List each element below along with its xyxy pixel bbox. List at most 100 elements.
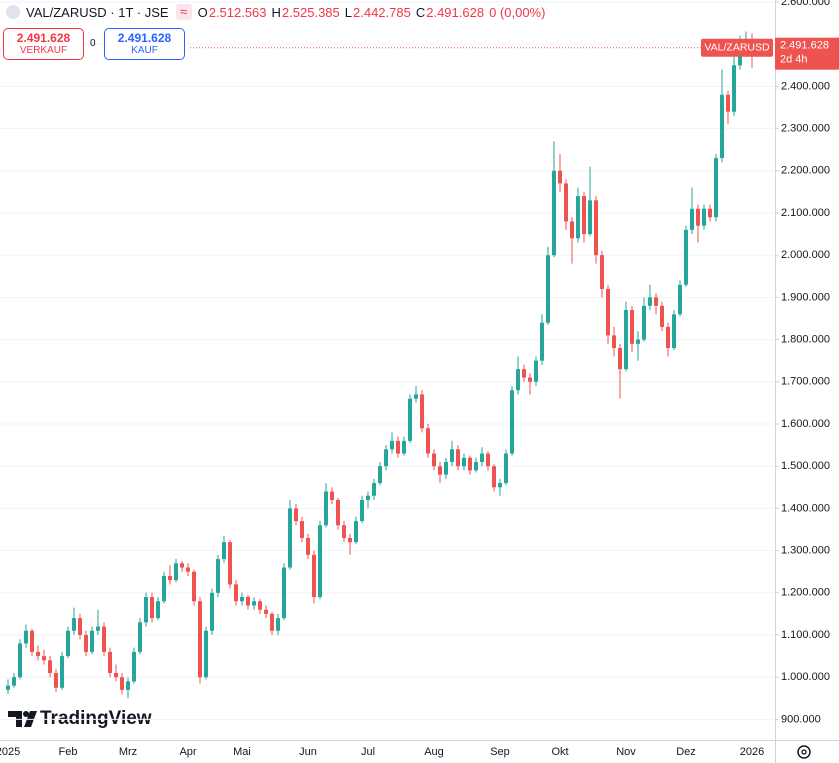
- candle-body: [450, 449, 454, 462]
- candle-body: [666, 326, 670, 349]
- candle-body: [504, 453, 508, 484]
- candle-body: [378, 466, 382, 484]
- candle-body: [480, 453, 484, 462]
- logo-text: TradingView: [40, 708, 152, 729]
- y-tick-label: 1.100.000: [781, 629, 830, 641]
- candle-body: [90, 630, 94, 652]
- candle-body: [456, 449, 460, 467]
- buy-price[interactable]: 2.491.628: [117, 31, 172, 45]
- candle-body: [240, 597, 244, 602]
- candle-body: [396, 440, 400, 454]
- candle-body: [12, 677, 16, 686]
- candle-body: [606, 288, 610, 336]
- candle-body: [420, 394, 424, 429]
- logo-icon: [8, 711, 22, 727]
- candle-body: [738, 52, 742, 66]
- candle-body: [198, 601, 202, 678]
- candle-body: [366, 495, 370, 500]
- candle-body: [468, 457, 472, 471]
- x-tick-label: Aug: [424, 746, 444, 758]
- x-tick-label: Feb: [59, 746, 78, 758]
- sell-price[interactable]: 2.491.628: [16, 31, 71, 45]
- price-tag-countdown: 2d 4h: [780, 54, 808, 66]
- gear[interactable]: [797, 745, 811, 759]
- price-tag-bg: [775, 37, 839, 70]
- candle-body: [540, 322, 544, 361]
- sell-label[interactable]: VERKAUF: [19, 45, 68, 56]
- settings-icon[interactable]: [797, 745, 811, 759]
- gear-center[interactable]: [801, 749, 807, 755]
- candle-body: [258, 601, 262, 610]
- candle-body: [126, 681, 130, 690]
- candle-body: [630, 310, 634, 344]
- candle-body: [726, 94, 730, 112]
- candle-body: [24, 630, 28, 644]
- candle-body: [138, 622, 142, 652]
- candle-body: [528, 377, 532, 382]
- candle-body: [408, 398, 412, 441]
- candle-body: [582, 196, 586, 235]
- sell-button[interactable]: 2.491.628 VERKAUF: [3, 28, 84, 60]
- candle-body: [306, 537, 310, 555]
- x-tick-label: Nov: [616, 746, 636, 758]
- candle-body: [312, 554, 316, 598]
- candle-body: [318, 525, 322, 598]
- candle-body: [228, 542, 232, 585]
- y-tick-label: 1.700.000: [781, 376, 830, 388]
- candle-body: [108, 651, 112, 673]
- symbol[interactable]: VAL/ZARUSD · 1T · JSE: [26, 4, 169, 20]
- candle-body: [432, 453, 436, 467]
- candle-body: [84, 635, 88, 652]
- candle-body: [534, 360, 538, 382]
- candle-body: [516, 369, 520, 391]
- candle-body: [360, 499, 364, 522]
- candle-body: [648, 297, 652, 306]
- ohlc-key: O: [197, 4, 208, 20]
- candle-body: [330, 491, 334, 500]
- candle-body: [42, 656, 46, 661]
- ohlc-value: 2.525.385: [281, 4, 340, 20]
- candle-body: [600, 255, 604, 289]
- candle-body: [384, 449, 388, 467]
- buy-label[interactable]: KAUF: [131, 45, 158, 56]
- x-tick-label: Dez: [676, 746, 696, 758]
- y-tick-label: 2.200.000: [781, 165, 830, 177]
- candle-body: [336, 499, 340, 526]
- y-tick-label: 2.000.000: [781, 249, 830, 261]
- y-tick-label: 900.000: [781, 713, 821, 725]
- candle-body: [522, 369, 526, 378]
- candle-body: [492, 466, 496, 488]
- x-tick-label: 2026: [740, 746, 764, 758]
- candle-body: [588, 200, 592, 235]
- candle-body: [660, 305, 664, 327]
- candle-body: [594, 200, 598, 256]
- candle-body: [120, 677, 124, 690]
- candle-body: [342, 525, 346, 538]
- y-tick-label: 1.500.000: [781, 460, 830, 472]
- candle-body: [624, 310, 628, 370]
- compare-icon[interactable]: ≈: [175, 4, 192, 20]
- candle-body: [558, 170, 562, 184]
- candle-body: [642, 305, 646, 340]
- buy-button[interactable]: 2.491.628 KAUF: [104, 28, 185, 60]
- candle-body: [264, 609, 268, 614]
- candle-body: [696, 208, 700, 226]
- candle-body: [162, 575, 166, 602]
- candle-body: [324, 491, 328, 526]
- candle-body: [150, 597, 154, 619]
- x-tick-label: Jul: [361, 746, 375, 758]
- y-tick-label: 2.300.000: [781, 122, 830, 134]
- candle-body: [714, 158, 718, 218]
- candle-body: [252, 601, 256, 606]
- ohlc-value: 2.491.628: [426, 4, 485, 20]
- candle-body: [30, 630, 34, 652]
- candle-body: [732, 65, 736, 112]
- y-tick-label: 2.100.000: [781, 207, 830, 219]
- candle-body: [6, 685, 10, 690]
- candle-body: [690, 208, 694, 230]
- candle-body: [78, 618, 82, 636]
- candle-body: [276, 618, 280, 631]
- x-tick-label: Apr: [179, 746, 196, 758]
